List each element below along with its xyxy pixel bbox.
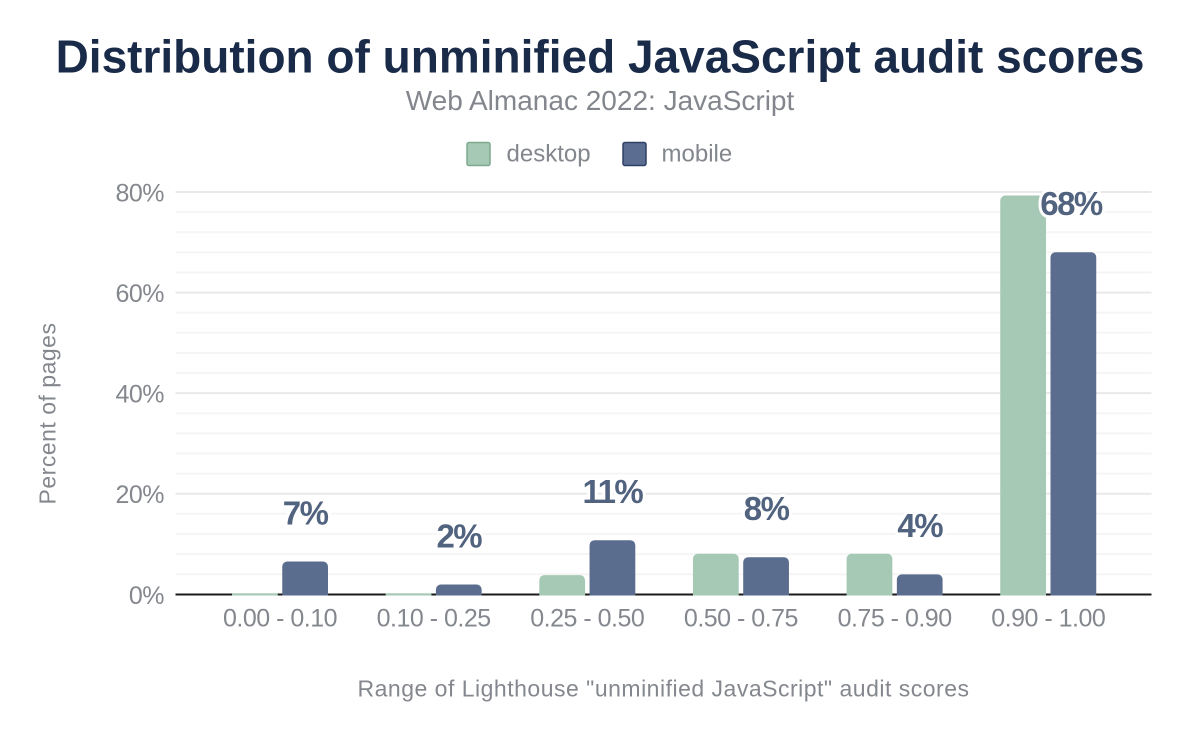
- svg-text:68%: 68%: [1040, 185, 1103, 222]
- svg-text:0%: 0%: [129, 582, 164, 610]
- svg-text:Web Almanac 2022: JavaScript: Web Almanac 2022: JavaScript: [406, 85, 795, 116]
- svg-text:60%: 60%: [115, 280, 164, 308]
- svg-text:0.10 - 0.25: 0.10 - 0.25: [377, 605, 491, 633]
- svg-text:0.75 - 0.90: 0.75 - 0.90: [838, 605, 952, 633]
- svg-text:11%: 11%: [583, 473, 644, 510]
- svg-text:0.90 - 1.00: 0.90 - 1.00: [991, 605, 1105, 633]
- svg-text:0.00 - 0.10: 0.00 - 0.10: [223, 605, 337, 633]
- svg-text:40%: 40%: [115, 381, 164, 409]
- svg-text:0.50 - 0.75: 0.50 - 0.75: [684, 605, 798, 633]
- svg-text:Distribution of unminified Jav: Distribution of unminified JavaScript au…: [56, 31, 1145, 83]
- svg-text:desktop: desktop: [507, 141, 591, 168]
- svg-text:Percent of pages: Percent of pages: [35, 323, 61, 505]
- svg-text:80%: 80%: [115, 180, 164, 208]
- svg-text:4%: 4%: [897, 507, 943, 544]
- svg-text:mobile: mobile: [662, 141, 733, 168]
- svg-text:7%: 7%: [283, 494, 329, 531]
- svg-text:0.25 - 0.50: 0.25 - 0.50: [530, 605, 644, 633]
- svg-text:2%: 2%: [436, 517, 482, 554]
- svg-text:Range of Lighthouse "unminifie: Range of Lighthouse "unminified JavaScri…: [358, 676, 970, 702]
- svg-text:20%: 20%: [115, 481, 164, 509]
- svg-text:8%: 8%: [744, 490, 790, 527]
